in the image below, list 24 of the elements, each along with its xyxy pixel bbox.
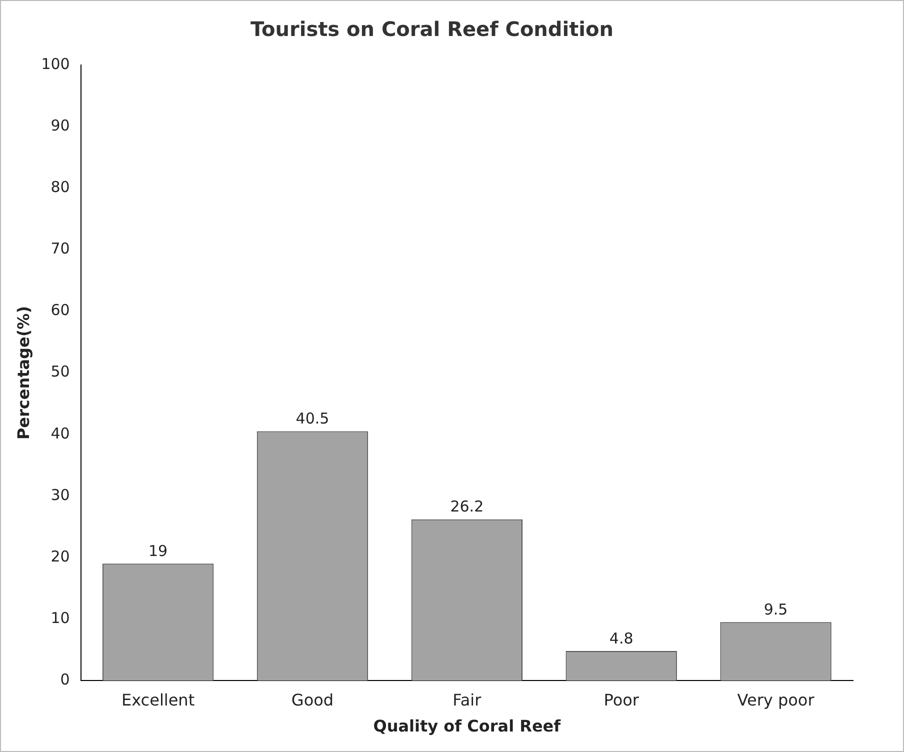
y-tick-label: 50 xyxy=(50,362,70,381)
y-tick-label: 80 xyxy=(50,178,70,196)
chart-title: Tourists on Coral Reef Condition xyxy=(250,17,614,42)
data-label: 26.2 xyxy=(450,498,484,516)
x-tick-label: Excellent xyxy=(122,690,195,710)
y-tick-label: 30 xyxy=(50,486,70,504)
x-tick-label: Good xyxy=(291,690,334,710)
y-tick-label: 90 xyxy=(50,116,70,134)
data-label: 9.5 xyxy=(764,600,788,619)
x-tick-label: Fair xyxy=(452,690,482,710)
y-tick-label: 100 xyxy=(41,54,70,73)
y-tick-label: 40 xyxy=(50,424,70,442)
data-label: 40.5 xyxy=(296,410,330,428)
x-tick-label: Very poor xyxy=(737,690,815,710)
y-tick-label: 0 xyxy=(60,670,70,688)
x-tick-label: Poor xyxy=(604,690,640,710)
y-tick-label: 10 xyxy=(50,608,70,627)
x-axis-title: Quality of Coral Reef xyxy=(373,716,562,736)
y-tick-label: 20 xyxy=(50,547,70,566)
data-label: 19 xyxy=(148,542,168,560)
y-axis-title: Percentage(%) xyxy=(14,306,33,440)
y-tick-label: 60 xyxy=(50,301,70,320)
y-tick-label: 70 xyxy=(50,240,70,258)
data-label: 4.8 xyxy=(609,629,634,648)
